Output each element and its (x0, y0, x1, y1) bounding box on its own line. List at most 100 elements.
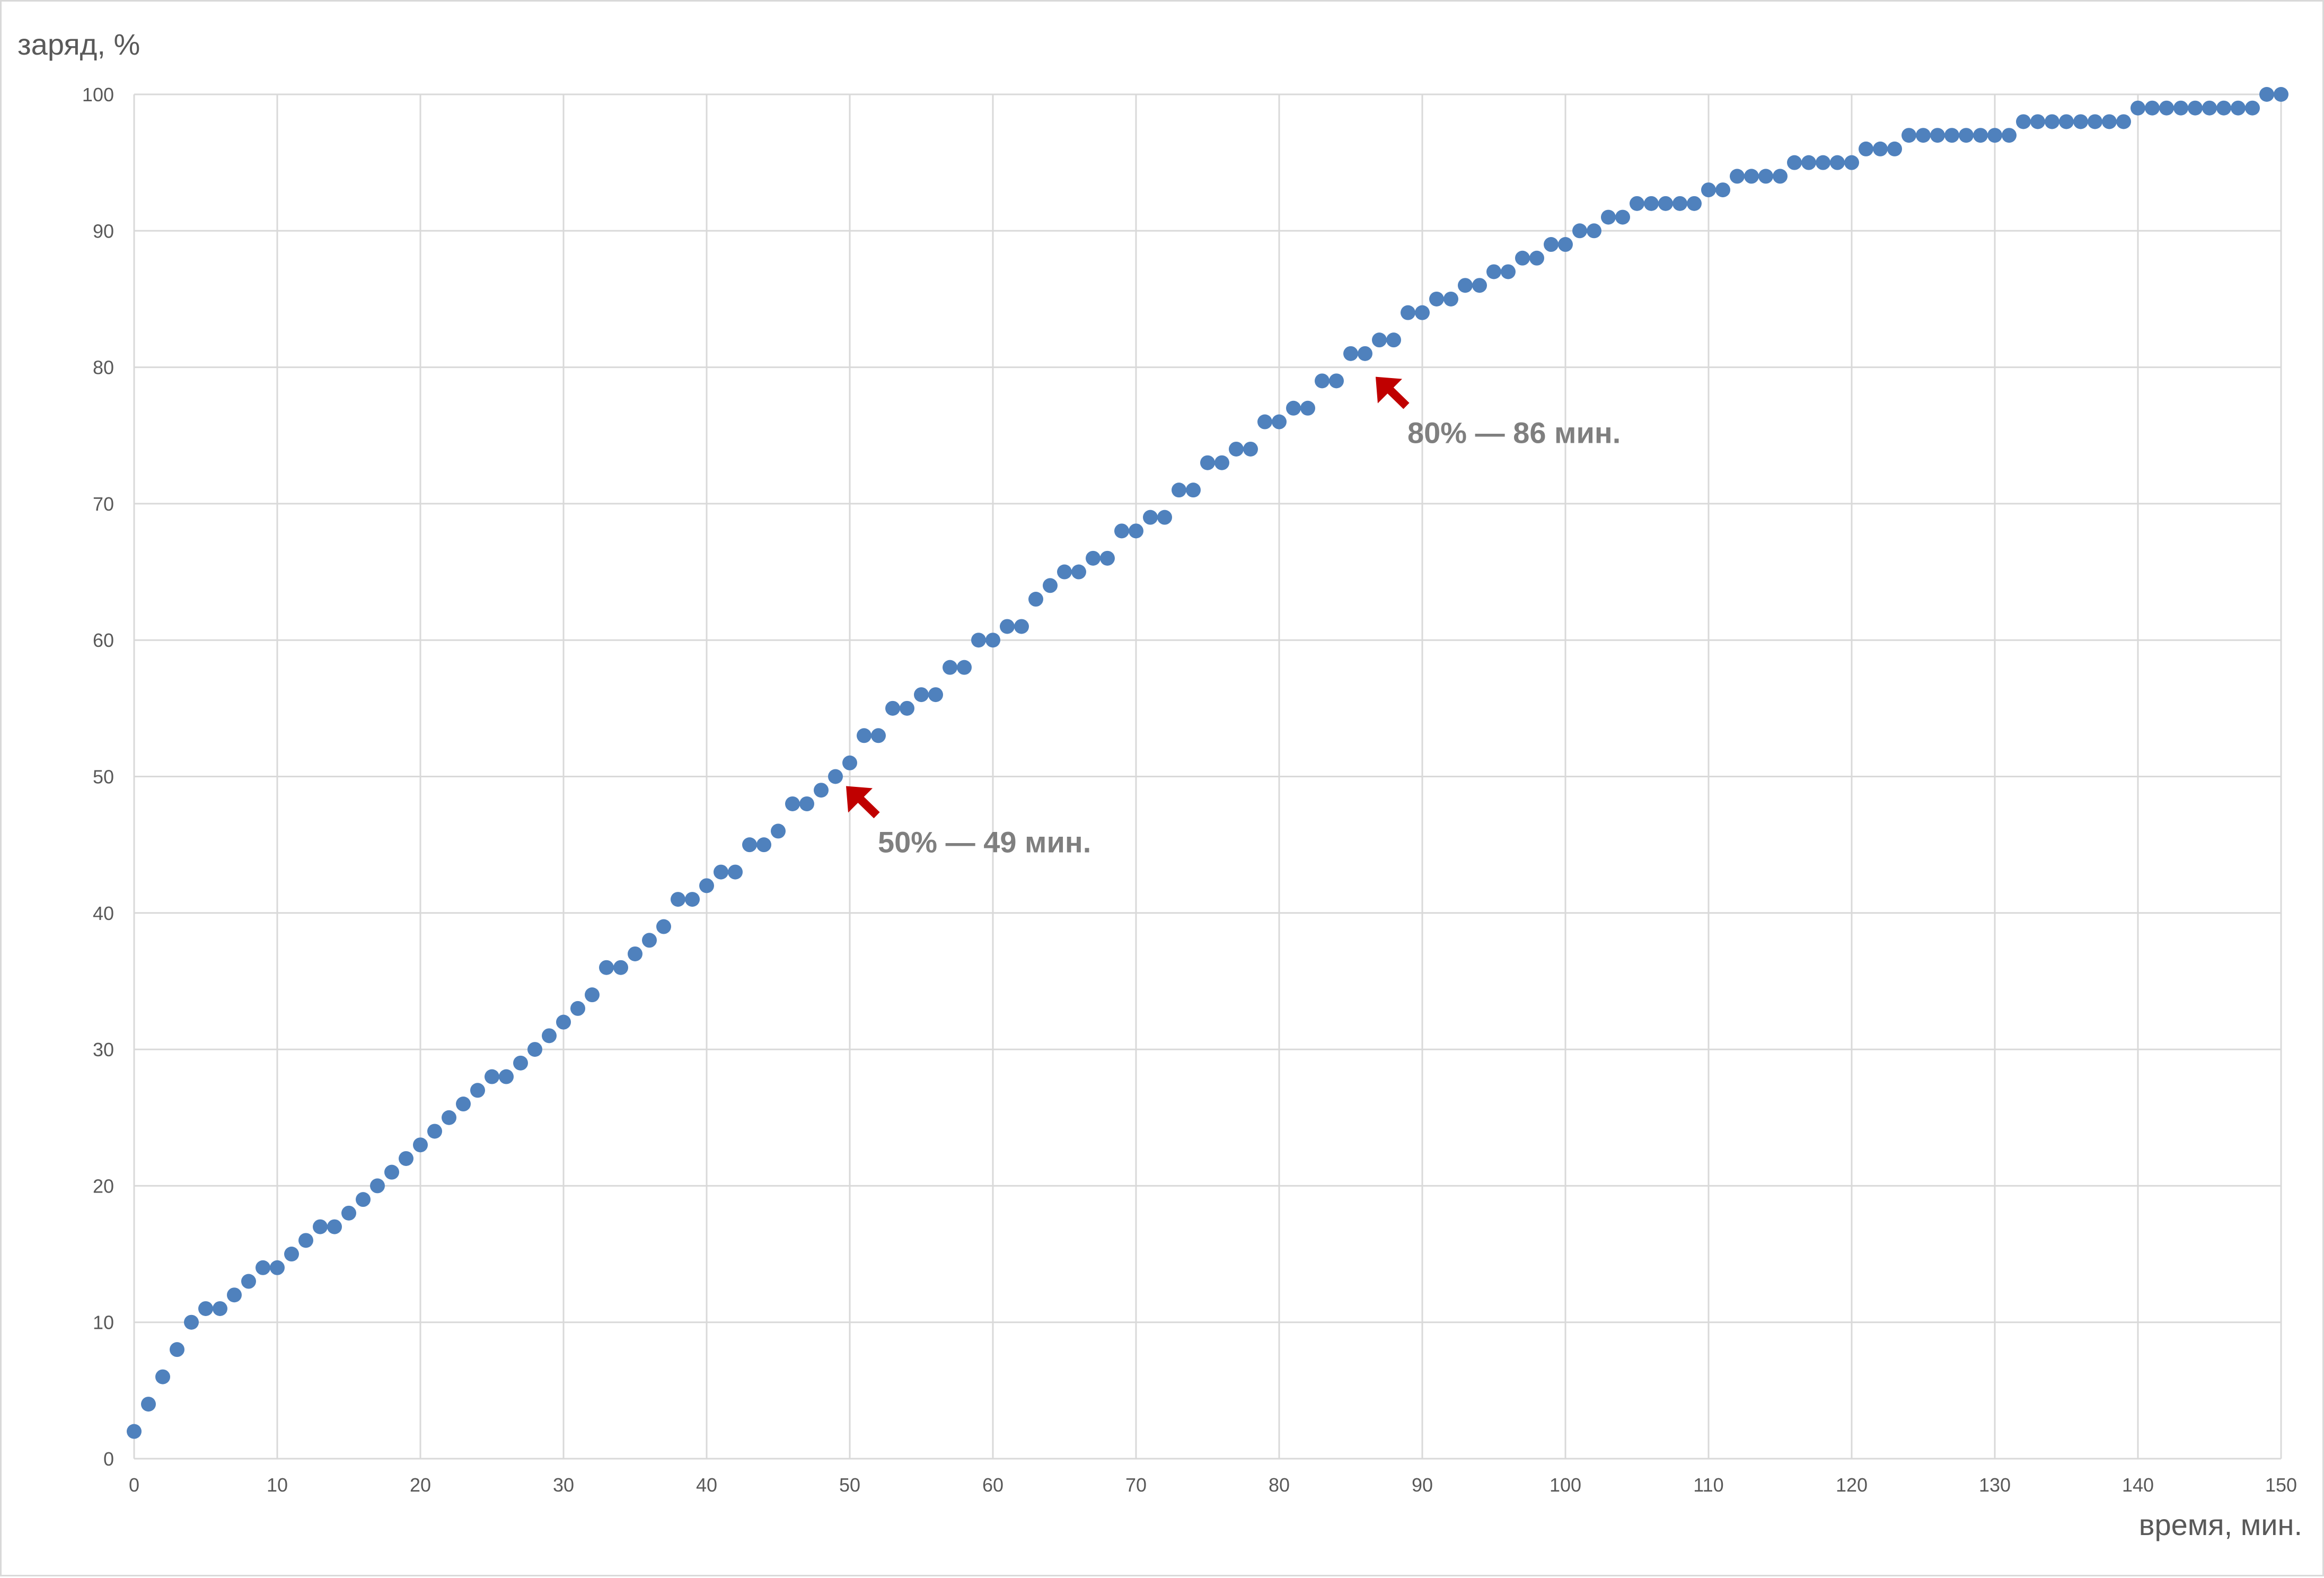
data-point (613, 960, 628, 975)
y-tick-label: 10 (93, 1312, 114, 1334)
y-tick-label: 80 (93, 357, 114, 379)
data-point (1429, 291, 1444, 306)
data-point (842, 755, 857, 770)
y-tick-label: 30 (93, 1039, 114, 1060)
data-point (2231, 100, 2246, 116)
data-point (971, 633, 986, 648)
y-tick-label: 100 (82, 84, 114, 106)
data-point (1658, 196, 1673, 211)
data-point (928, 687, 943, 703)
x-tick-label: 20 (410, 1474, 431, 1496)
data-point (1257, 414, 1272, 429)
data-point (1286, 400, 1301, 416)
data-point (141, 1397, 156, 1412)
data-point (2216, 100, 2231, 116)
data-point (198, 1301, 213, 1316)
data-point (671, 892, 685, 907)
data-point (1043, 578, 1058, 593)
data-point (284, 1247, 299, 1262)
data-point (542, 1028, 557, 1044)
data-point (213, 1301, 227, 1316)
tick-labels: 0 10 20 30 40 50 60 70 80 90 100 110 120 130 140 150 0 10… (82, 84, 2297, 1496)
data-point (298, 1233, 313, 1248)
data-point (599, 960, 614, 975)
data-point (1100, 550, 1115, 566)
data-point (1715, 182, 1730, 198)
data-point (1630, 196, 1644, 211)
data-point (184, 1314, 199, 1330)
data-point (456, 1097, 471, 1112)
data-point (256, 1260, 270, 1275)
data-point (2188, 100, 2203, 116)
data-point (1987, 128, 2002, 143)
data-series (127, 87, 2288, 1439)
data-point (2173, 100, 2188, 116)
data-point (1773, 169, 1788, 184)
data-point (1730, 169, 1745, 184)
data-point (356, 1192, 371, 1207)
y-tick-label: 0 (103, 1448, 114, 1470)
data-point (1057, 564, 1072, 580)
data-point (1315, 373, 1330, 389)
data-point (957, 660, 972, 675)
data-point (1959, 128, 1974, 143)
data-point (1859, 141, 1873, 156)
x-tick-label: 130 (1979, 1474, 2011, 1496)
data-point (1229, 441, 1244, 457)
data-point (1086, 550, 1101, 566)
data-point (1801, 155, 1816, 170)
data-point (1071, 564, 1086, 580)
y-tick-label: 20 (93, 1175, 114, 1197)
x-tick-label: 40 (696, 1474, 717, 1496)
data-point (656, 919, 671, 934)
data-point (685, 892, 700, 907)
data-point (1129, 523, 1143, 539)
data-point (384, 1164, 399, 1180)
x-tick-label: 100 (1550, 1474, 1581, 1496)
y-tick-label: 60 (93, 629, 114, 651)
data-point (1358, 346, 1372, 361)
x-tick-label: 150 (2265, 1474, 2297, 1496)
data-point (1014, 619, 1029, 634)
data-point (1787, 155, 1802, 170)
data-point (556, 1014, 571, 1030)
y-axis-title: заряд, % (17, 28, 140, 61)
data-point (699, 878, 714, 893)
data-point (914, 687, 929, 703)
data-point (943, 660, 957, 675)
data-point (628, 946, 642, 961)
data-point (1601, 209, 1616, 225)
data-point (900, 700, 914, 716)
data-point (1816, 155, 1830, 170)
annotation-label: 80% — 86 мин. (1407, 416, 1621, 450)
x-tick-label: 70 (1125, 1474, 1147, 1496)
data-point (270, 1260, 285, 1275)
data-point (728, 864, 743, 880)
data-point (1687, 196, 1702, 211)
x-tick-label: 10 (267, 1474, 288, 1496)
data-point (985, 633, 1000, 648)
annotations: 50% — 49 мин. 80% — 86 мин. (846, 376, 1621, 859)
data-point (1587, 223, 1601, 239)
data-point (2131, 100, 2145, 116)
data-point (1615, 209, 1630, 225)
data-point (1372, 332, 1387, 348)
data-point (1572, 223, 1587, 239)
data-point (1844, 155, 1859, 170)
data-point (1401, 305, 1415, 320)
y-tick-label: 40 (93, 902, 114, 924)
data-point (1916, 128, 1931, 143)
data-point (1114, 523, 1129, 539)
data-point (742, 837, 757, 853)
data-point (2002, 128, 2017, 143)
x-tick-label: 80 (1269, 1474, 1290, 1496)
data-point (1443, 291, 1458, 306)
data-point (399, 1151, 413, 1166)
data-point (785, 796, 800, 811)
data-point (327, 1219, 342, 1234)
data-point (499, 1069, 514, 1084)
data-point (241, 1274, 256, 1289)
data-point (1386, 332, 1401, 348)
data-point (1186, 483, 1201, 498)
